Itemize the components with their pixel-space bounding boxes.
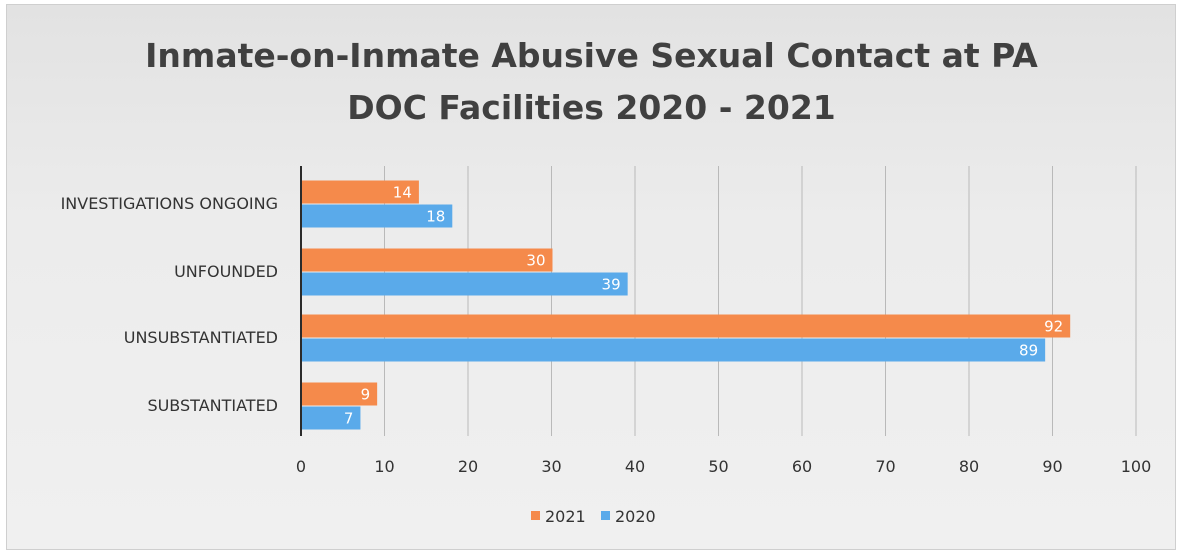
x-tick-label-70: 70 <box>875 457 895 476</box>
bar-2020-unsubstantiated <box>302 338 1046 362</box>
x-tick-labels: 0 10 20 30 40 50 60 70 80 90 100 <box>296 457 1151 476</box>
x-tick-label-30: 30 <box>541 457 561 476</box>
data-label-2020-substantiated: 7 <box>344 410 354 428</box>
bar-2020-investigations-ongoing <box>302 204 453 228</box>
legend-swatch-2020 <box>601 511 610 520</box>
data-label-2020-unfounded: 39 <box>602 276 621 294</box>
category-label-unfounded: UNFOUNDED <box>174 262 278 281</box>
x-tick-label-10: 10 <box>374 457 394 476</box>
legend-label-2020: 2020 <box>615 507 656 526</box>
bars: 14 18 30 39 92 89 97 <box>302 180 1071 430</box>
bar-2021-unsubstantiated <box>302 314 1071 338</box>
legend-label-2021: 2021 <box>545 507 586 526</box>
category-label-investigations-ongoing: INVESTIGATIONS ONGOING <box>61 194 278 213</box>
bar-2020-substantiated <box>302 406 361 430</box>
legend-swatch-2021 <box>531 511 540 520</box>
category-labels: INVESTIGATIONS ONGOING UNFOUNDED UNSUBSTAN… <box>61 194 278 415</box>
x-tick-label-20: 20 <box>458 457 478 476</box>
x-tick-label-90: 90 <box>1042 457 1062 476</box>
x-tick-label-0: 0 <box>296 457 306 476</box>
bar-2020-unfounded <box>302 272 628 296</box>
x-tick-label-40: 40 <box>625 457 645 476</box>
chart-title-line-2: DOC Facilities 2020 - 2021 <box>347 88 836 127</box>
data-label-2021-investigations-ongoing: 14 <box>393 184 412 202</box>
chart-title: Inmate-on-Inmate Abusive Sexual Contact … <box>0 30 1183 134</box>
x-tick-label-50: 50 <box>708 457 728 476</box>
bar-2021-unfounded <box>302 248 553 272</box>
x-tick-label-60: 60 <box>792 457 812 476</box>
category-label-substantiated: SUBSTANTIATED <box>147 396 278 415</box>
data-label-2021-unfounded: 30 <box>526 252 545 270</box>
data-label-2020-unsubstantiated: 89 <box>1019 342 1038 360</box>
data-label-2020-investigations-ongoing: 18 <box>426 208 445 226</box>
x-tick-label-100: 100 <box>1121 457 1152 476</box>
data-label-2021-substantiated: 9 <box>361 386 371 404</box>
chart-title-line-1: Inmate-on-Inmate Abusive Sexual Contact … <box>145 36 1038 75</box>
bar-2021-investigations-ongoing <box>302 180 419 204</box>
legend: 2021 2020 <box>531 507 656 526</box>
category-label-unsubstantiated: UNSUBSTANTIATED <box>124 328 278 347</box>
data-label-2021-unsubstantiated: 92 <box>1044 318 1063 336</box>
bar-2021-substantiated <box>302 382 378 406</box>
x-tick-label-80: 80 <box>959 457 979 476</box>
gridlines <box>384 166 1137 436</box>
